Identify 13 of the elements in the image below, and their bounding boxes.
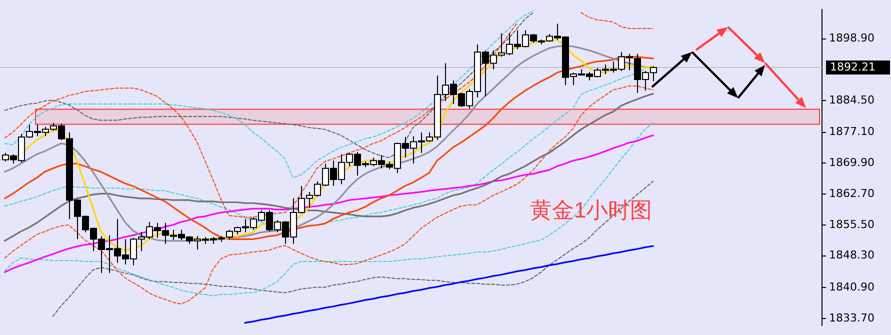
y-tick-label: 1848.30 bbox=[829, 248, 874, 262]
y-tick-label: 1884.50 bbox=[829, 93, 874, 106]
y-tick-label: 1833.70 bbox=[829, 311, 874, 324]
line-series bbox=[52, 180, 654, 317]
y-tick-label: 1862.70 bbox=[829, 186, 874, 200]
ref-line-label: 1892.21 bbox=[830, 60, 876, 74]
line-series bbox=[4, 122, 654, 296]
y-tick-label: 1869.90 bbox=[829, 156, 874, 170]
y-tick-label: 1898.90 bbox=[829, 32, 874, 45]
line-series bbox=[4, 85, 654, 304]
y-tick-label: 1855.50 bbox=[829, 218, 874, 231]
y-tick-label: 1840.90 bbox=[829, 280, 874, 294]
y-tick-label: 1877.10 bbox=[829, 125, 874, 138]
